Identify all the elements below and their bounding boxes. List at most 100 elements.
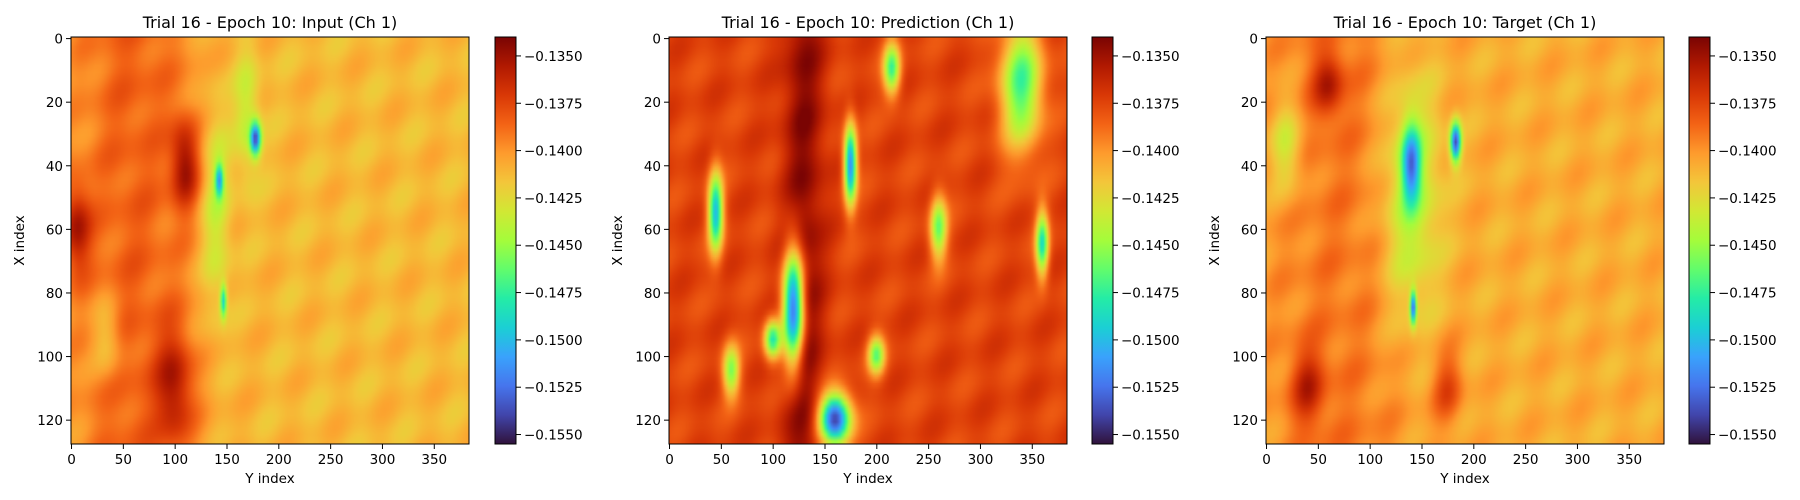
y-tick-label: 60 [46,222,63,238]
x-tick-label: 200 [864,452,890,468]
y-tick-label: 120 [1232,413,1258,429]
colorbar-tick-label: −0.1350 [524,49,583,65]
colorbar-tick-label: −0.1450 [524,238,583,254]
x-tick-label: 0 [1262,452,1271,468]
x-tick-label: 100 [162,452,188,468]
colorbar-tick-label: −0.1550 [1121,428,1180,444]
heatmap-image [1266,37,1664,444]
x-tick-label: 50 [713,452,730,468]
y-axis-label: X index [12,215,28,265]
chart-title: Trial 16 - Epoch 10: Target (Ch 1) [1333,13,1597,32]
x-axis-label: Y index [1439,471,1489,487]
colorbar-tick-label: −0.1525 [1121,380,1180,396]
axes-frame [668,36,1068,445]
colorbar-tick-label: −0.1350 [1121,49,1180,65]
colorbar-frame [1688,36,1711,445]
x-tick-label: 350 [421,452,447,468]
colorbar-tick-label: −0.1425 [1121,191,1180,207]
axes-frame [1265,36,1665,445]
colorbar-tick-label: −0.1525 [524,380,583,396]
colorbar-gradient [1689,37,1710,444]
y-tick-label: 120 [635,413,661,429]
colorbar: −0.1350 −0.1375 −0.1400 −0.1425 −0.1450 −0.14… [494,36,583,445]
y-tick-label: 60 [1241,222,1258,238]
x-tick-label: 200 [266,452,292,468]
x-tick-label: 0 [67,452,76,468]
colorbar-tick-label: −0.1525 [1718,380,1777,396]
heatmap-image [71,37,469,444]
colorbar: −0.1350 −0.1375 −0.1400 −0.1425 −0.1450 −0.14… [1688,36,1777,445]
y-tick-label: 100 [635,350,661,366]
y-tick-label: 0 [54,32,63,48]
colorbar-tick-label: −0.1475 [524,286,583,302]
chart-title: Trial 16 - Epoch 10: Input (Ch 1) [142,13,398,32]
x-tick-label: 350 [1019,452,1045,468]
colorbar-tick-label: −0.1450 [1121,238,1180,254]
x-tick-label: 150 [1409,452,1435,468]
colorbar-tick-label: −0.1425 [524,191,583,207]
y-tick-label: 20 [1241,95,1258,111]
colorbar-tick-label: −0.1475 [1718,286,1777,302]
y-tick-label: 80 [1241,286,1258,302]
y-tick-label: 80 [46,286,63,302]
colorbar-tick-label: −0.1550 [524,428,583,444]
colorbar: −0.1350 −0.1375 −0.1400 −0.1425 −0.1450 −0.14… [1091,36,1180,445]
x-tick-label: 200 [1461,452,1487,468]
heatmap-panel-3: 0 50 100 150 200 250 300 350 0 20 40 60 80 100 120 Tria… [1207,13,1777,487]
y-tick-label: 100 [1232,350,1258,366]
y-tick-label: 40 [46,159,63,175]
axes-frame [70,36,470,445]
colorbar-tick-label: −0.1500 [1121,333,1180,349]
colorbar-tick-label: −0.1500 [524,333,583,349]
y-tick-label: 40 [644,159,661,175]
colorbar-gradient [495,37,516,444]
y-tick-label: 0 [1249,32,1258,48]
x-tick-label: 150 [214,452,240,468]
y-tick-label: 120 [37,413,63,429]
y-tick-label: 100 [37,350,63,366]
colorbar-tick-label: −0.1450 [1718,238,1777,254]
x-tick-label: 150 [812,452,838,468]
y-tick-label: 40 [1241,159,1258,175]
x-tick-label: 300 [1565,452,1591,468]
x-tick-label: 250 [1513,452,1539,468]
x-tick-label: 300 [370,452,396,468]
colorbar-tick-label: −0.1500 [1718,333,1777,349]
colorbar-tick-label: −0.1375 [524,96,583,112]
y-tick-label: 20 [46,95,63,111]
y-axis-label: X index [1207,215,1223,265]
x-tick-label: 50 [115,452,132,468]
x-tick-label: 100 [760,452,786,468]
colorbar-frame [494,36,517,445]
heatmap-image [669,37,1067,444]
x-tick-label: 50 [1310,452,1327,468]
y-tick-label: 60 [644,222,661,238]
y-tick-label: 80 [644,286,661,302]
chart-title: Trial 16 - Epoch 10: Prediction (Ch 1) [721,13,1015,32]
colorbar-tick-label: −0.1375 [1121,96,1180,112]
heatmap-panel-2: 0 50 100 150 200 250 300 350 0 20 40 60 80 100 120 Tria… [610,13,1180,487]
colorbar-tick-label: −0.1425 [1718,191,1777,207]
colorbar-gradient [1092,37,1113,444]
x-tick-label: 350 [1616,452,1642,468]
y-tick-label: 0 [652,32,661,48]
y-axis-label: X index [610,215,626,265]
colorbar-tick-label: −0.1350 [1718,49,1777,65]
x-tick-label: 0 [665,452,674,468]
colorbar-tick-label: −0.1400 [1121,144,1180,160]
x-tick-label: 100 [1357,452,1383,468]
x-tick-label: 300 [968,452,994,468]
heatmap-panel-1: 0 50 100 150 200 250 300 350 0 20 40 60 80 100 120 Tria… [12,13,583,487]
colorbar-tick-label: −0.1400 [1718,144,1777,160]
x-tick-label: 250 [318,452,344,468]
colorbar-tick-label: −0.1400 [524,144,583,160]
y-tick-label: 20 [644,95,661,111]
colorbar-tick-label: −0.1550 [1718,428,1777,444]
colorbar-tick-label: −0.1475 [1121,286,1180,302]
x-tick-label: 250 [916,452,942,468]
colorbar-tick-label: −0.1375 [1718,96,1777,112]
colorbar-frame [1091,36,1114,445]
x-axis-label: Y index [244,471,294,487]
